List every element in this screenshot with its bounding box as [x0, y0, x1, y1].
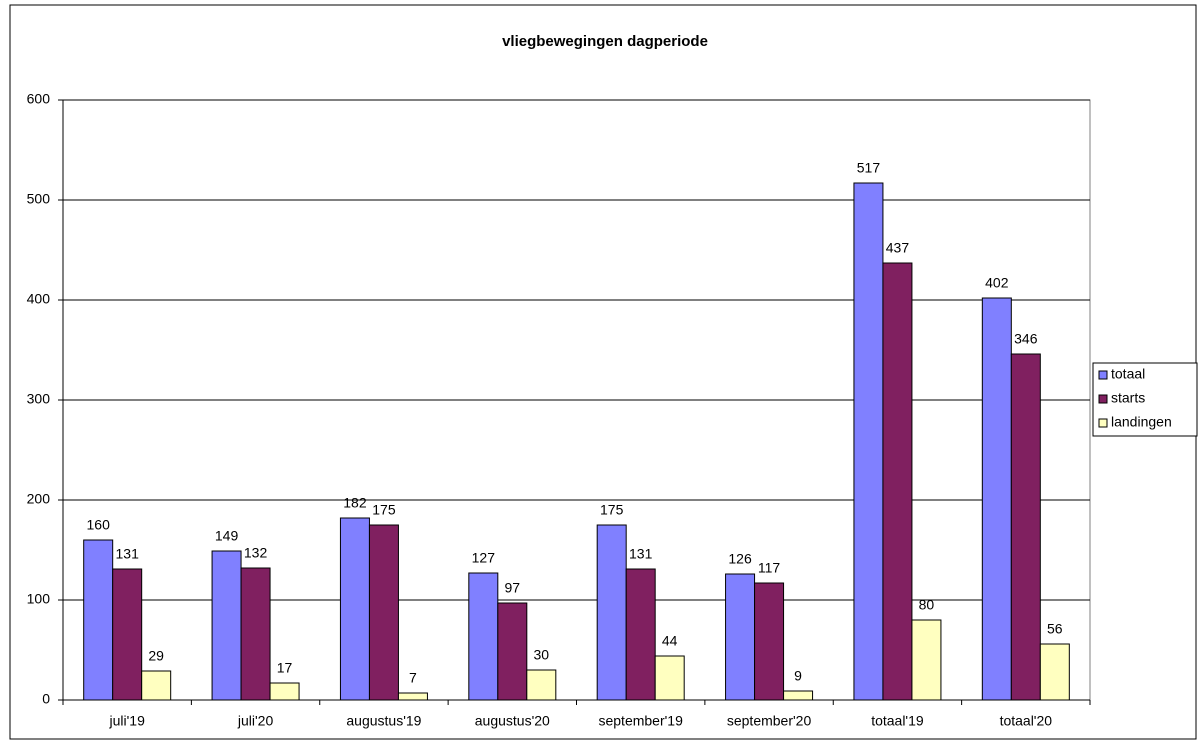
chart-title: vliegbewegingen dagperiode [502, 33, 708, 50]
data-label: 97 [505, 580, 521, 596]
bar [911, 619, 942, 701]
data-label: 44 [662, 633, 678, 649]
data-label: 17 [277, 660, 293, 676]
x-tick-label: september'20 [727, 713, 812, 729]
data-label: 437 [886, 240, 910, 256]
data-label: 9 [794, 668, 802, 684]
data-label: 175 [372, 502, 396, 518]
bar [141, 670, 172, 701]
data-label: 132 [244, 545, 268, 561]
y-tick-label: 200 [27, 491, 51, 507]
x-tick-label: totaal'19 [871, 713, 924, 729]
x-tick-label: augustus'20 [475, 713, 550, 729]
legend-swatch [1098, 418, 1108, 428]
y-tick-label: 100 [27, 591, 51, 607]
data-label: 29 [148, 648, 164, 664]
data-label: 127 [472, 550, 496, 566]
x-tick-label: totaal'20 [1000, 713, 1053, 729]
data-label: 7 [409, 670, 417, 686]
bar [397, 692, 428, 701]
y-tick-label: 500 [27, 191, 51, 207]
bar [526, 669, 557, 701]
data-label: 160 [87, 517, 111, 533]
bar [112, 568, 143, 701]
data-label: 56 [1047, 621, 1063, 637]
legend-swatch [1098, 394, 1108, 404]
bar [240, 567, 271, 701]
bar [654, 655, 685, 701]
x-tick-label: augustus'19 [346, 713, 421, 729]
legend-label: totaal [1111, 366, 1145, 382]
data-label: 117 [758, 560, 781, 576]
data-label: 126 [728, 551, 752, 567]
legend-box [1092, 362, 1198, 437]
x-tick-label: juli'20 [237, 713, 274, 729]
bar [1010, 353, 1041, 701]
data-label: 175 [600, 502, 624, 518]
bar [83, 539, 114, 701]
data-label: 131 [629, 546, 653, 562]
legend-label: starts [1111, 390, 1145, 406]
legend-label: landingen [1111, 414, 1172, 430]
bar [754, 582, 785, 701]
bar [853, 182, 884, 701]
data-label: 402 [985, 275, 1009, 291]
bar [269, 682, 300, 701]
x-tick-label: juli'19 [109, 713, 146, 729]
bar [211, 550, 242, 701]
bar [339, 517, 370, 701]
data-label: 149 [215, 528, 239, 544]
data-label: 517 [857, 160, 881, 176]
bar [783, 690, 814, 701]
x-tick-label: september'19 [598, 713, 683, 729]
bar [882, 262, 913, 701]
bar [1039, 643, 1070, 701]
bar [625, 568, 656, 701]
y-tick-label: 0 [42, 691, 50, 707]
bar [725, 573, 756, 701]
y-tick-label: 300 [27, 391, 51, 407]
data-label: 30 [534, 647, 550, 663]
y-tick-label: 400 [27, 291, 51, 307]
data-label: 80 [919, 597, 935, 613]
bar [981, 297, 1012, 701]
data-label: 131 [116, 546, 140, 562]
legend-swatch [1098, 370, 1108, 380]
bar [497, 602, 528, 701]
bar [368, 524, 399, 701]
bar [468, 572, 499, 701]
data-label: 182 [343, 495, 367, 511]
data-label: 346 [1014, 331, 1038, 347]
bar [596, 524, 627, 701]
y-tick-label: 600 [27, 91, 51, 107]
